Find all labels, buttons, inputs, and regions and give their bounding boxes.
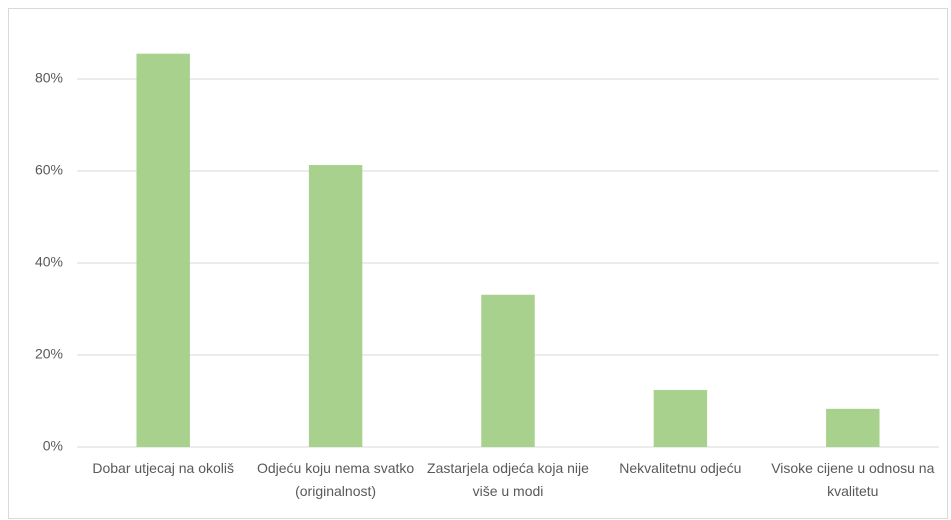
chart-border — [8, 8, 948, 519]
y-tick-label: 60% — [35, 162, 63, 178]
bar — [826, 408, 880, 447]
x-tick-label: Zastarjela odjeća koja nije više u modi — [427, 460, 589, 499]
x-tick-label: Nekvalitetnu odjeću — [619, 460, 742, 476]
bar — [308, 165, 363, 447]
x-tick-label: Visoke cijene u odnosu na kvalitetu — [771, 460, 935, 499]
bar — [481, 294, 535, 447]
x-tick-label: Odjeću koju nema svatko (originalnost) — [256, 460, 415, 499]
bar — [653, 389, 708, 447]
x-tick-label: Dobar utjecaj na okoliš — [92, 460, 235, 476]
bar — [136, 53, 190, 447]
y-tick-label: 20% — [35, 346, 63, 362]
y-tick-label: 0% — [43, 438, 63, 454]
y-tick-label: 80% — [35, 70, 63, 86]
y-tick-label: 40% — [35, 254, 63, 270]
